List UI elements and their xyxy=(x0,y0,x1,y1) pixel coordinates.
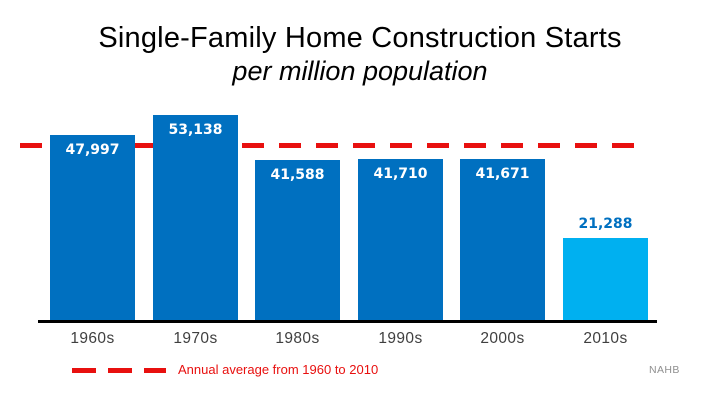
bar-2000s: 41,671 xyxy=(460,159,545,320)
x-axis-label-1980s: 1980s xyxy=(275,330,320,347)
x-axis-label-1990s: 1990s xyxy=(378,330,423,347)
legend: Annual average from 1960 to 2010 xyxy=(0,361,720,383)
x-axis-label-2000s: 2000s xyxy=(480,330,525,347)
bar-1990s: 41,710 xyxy=(358,159,443,320)
source-credit: NAHB xyxy=(649,364,680,376)
x-axis-label-1960s: 1960s xyxy=(70,330,115,347)
bar-value-label: 21,288 xyxy=(578,216,633,232)
x-axis-label-2010s: 2010s xyxy=(583,330,628,347)
legend-dashed-line-icon xyxy=(72,368,166,373)
bar-value-label: 53,138 xyxy=(168,122,223,138)
bar-1980s: 41,588 xyxy=(255,160,340,320)
bar-value-label: 47,997 xyxy=(65,142,120,158)
x-axis-line xyxy=(38,320,657,323)
chart-subtitle: per million population xyxy=(232,56,488,86)
chart-title: Single-Family Home Construction Starts xyxy=(98,22,622,54)
x-axis-label-1970s: 1970s xyxy=(173,330,218,347)
bar-value-label: 41,710 xyxy=(373,166,428,182)
bar-2010s: 21,288 xyxy=(563,216,648,320)
legend-label: Annual average from 1960 to 2010 xyxy=(178,362,379,377)
average-reference-line xyxy=(20,143,637,148)
bar-1960s: 47,997 xyxy=(50,135,135,320)
bar-value-label: 41,588 xyxy=(270,167,325,183)
bar-1970s: 53,138 xyxy=(153,115,238,320)
bar-value-label: 41,671 xyxy=(475,166,530,182)
